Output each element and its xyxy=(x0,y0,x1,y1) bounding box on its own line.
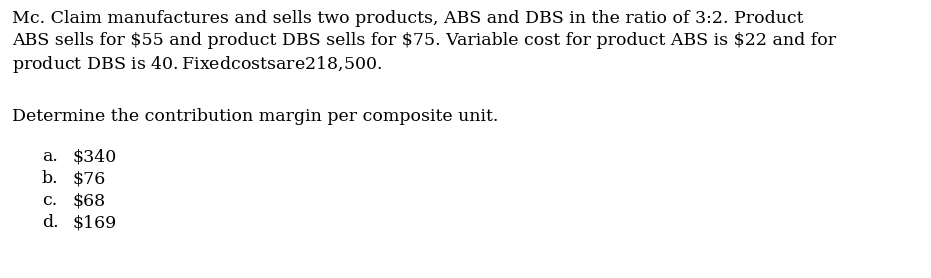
Text: $68: $68 xyxy=(72,192,105,209)
Text: $169: $169 xyxy=(72,214,116,231)
Text: $76: $76 xyxy=(72,170,105,187)
Text: $340: $340 xyxy=(72,148,116,165)
Text: a.: a. xyxy=(42,148,58,165)
Text: c.: c. xyxy=(42,192,57,209)
Text: product DBS is $40. Fixed costs are $218,500.: product DBS is $40. Fixed costs are $218… xyxy=(12,54,382,75)
Text: ABS sells for $55 and product DBS sells for $75. Variable cost for product ABS i: ABS sells for $55 and product DBS sells … xyxy=(12,32,836,49)
Text: d.: d. xyxy=(42,214,59,231)
Text: Determine the contribution margin per composite unit.: Determine the contribution margin per co… xyxy=(12,108,498,125)
Text: Mc. Claim manufactures and sells two products, ABS and DBS in the ratio of 3:2. : Mc. Claim manufactures and sells two pro… xyxy=(12,10,803,27)
Text: b.: b. xyxy=(42,170,59,187)
